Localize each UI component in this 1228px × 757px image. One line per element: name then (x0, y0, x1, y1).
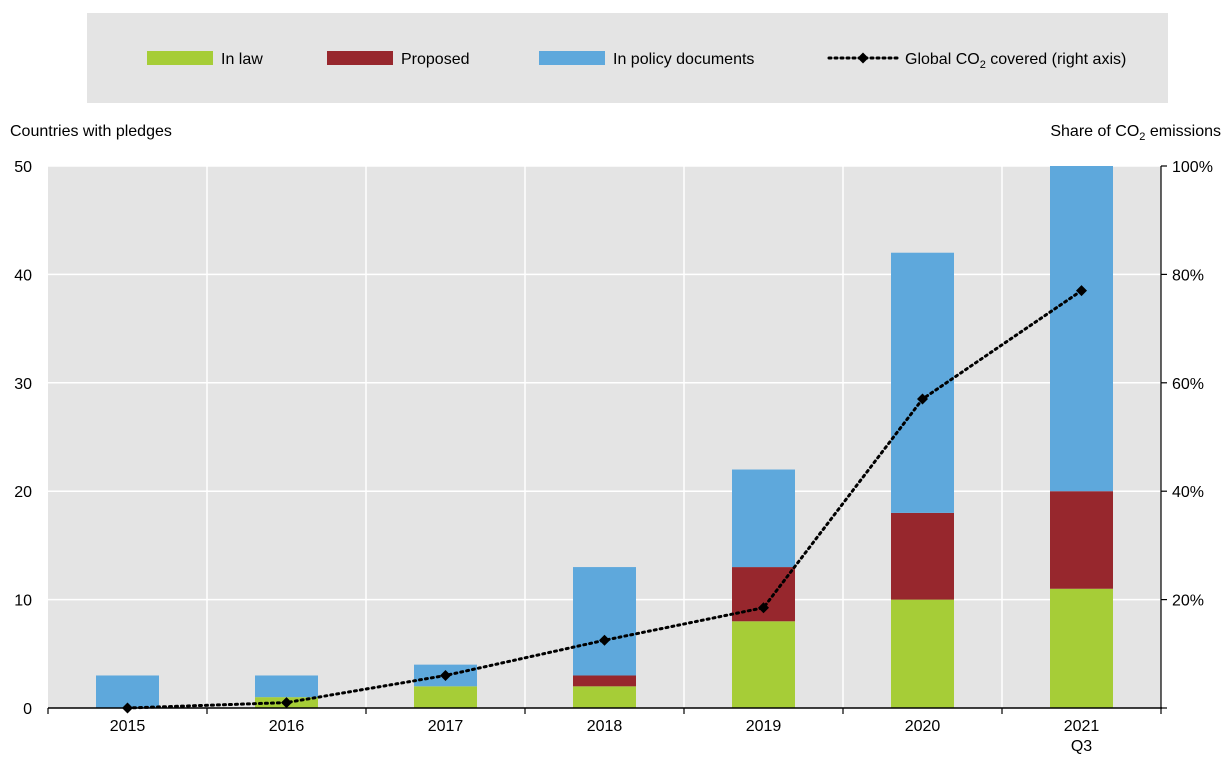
legend-swatch-in-law (147, 51, 213, 65)
legend-swatch-in-policy-documents (539, 51, 605, 65)
co2-point (440, 669, 451, 681)
bar-proposed (1050, 491, 1113, 589)
bar-in-law (1050, 588, 1113, 708)
x-tick-label: 2016 (269, 718, 305, 735)
right-tick-label: 100% (1172, 159, 1213, 176)
bar-in-policy-documents (1050, 166, 1113, 492)
left-tick-label: 0 (23, 701, 32, 718)
co2-point (281, 697, 292, 709)
right-axis-title: Share of CO2 emissions (1050, 123, 1221, 143)
axes (47, 165, 1167, 714)
co2-point (917, 393, 928, 405)
legend-label: In policy documents (613, 51, 754, 68)
legend-line-marker (857, 52, 869, 64)
right-tick-label: 20% (1172, 593, 1204, 610)
bar-proposed (573, 675, 636, 687)
legend-box (87, 13, 1168, 103)
left-tick-label: 40 (14, 267, 32, 284)
left-tick-label: 30 (14, 376, 32, 393)
bars (96, 166, 1113, 708)
legend: In law Proposed In policy documents Global … (87, 13, 1168, 103)
x-tick-label: 2019 (746, 718, 782, 735)
bar-in-policy-documents (255, 675, 318, 698)
gridlines (48, 165, 1161, 708)
left-tick-label: 10 (14, 593, 32, 610)
co2-point (122, 702, 133, 714)
bar-in-policy-documents (891, 252, 954, 513)
co2-point (1076, 285, 1087, 297)
bar-in-law (732, 621, 795, 708)
x-tick-label: 2020 (905, 718, 941, 735)
legend-label: Global CO2 covered (right axis) (905, 51, 1126, 71)
right-tick-label: 60% (1172, 376, 1204, 393)
left-axis-title: Countries with pledges (10, 123, 172, 140)
co2-point (599, 634, 610, 646)
bar-in-law (891, 599, 954, 708)
x-tick-label: 2017 (428, 718, 464, 735)
x-tick-label: 2015 (110, 718, 146, 735)
right-tick-label: 80% (1172, 267, 1204, 284)
bar-proposed (891, 512, 954, 600)
legend-label: Proposed (401, 51, 470, 68)
legend-swatch-proposed (327, 51, 393, 65)
axis-labels: 0 10 20 30 40 50 20% 40% 60% 80% 100% 2015 2016 2017 2… (10, 123, 1221, 755)
right-tick-label: 40% (1172, 484, 1204, 501)
legend-label: In law (221, 51, 263, 68)
bar-in-policy-documents (573, 567, 636, 676)
bar-in-law (414, 686, 477, 708)
co2-line (122, 285, 1087, 714)
left-tick-label: 20 (14, 484, 32, 501)
bar-in-law (573, 686, 636, 708)
bar-in-policy-documents (732, 469, 795, 568)
x-tick-label: 2021 (1064, 718, 1100, 735)
left-tick-label: 50 (14, 159, 32, 176)
x-tick-label: 2018 (587, 718, 623, 735)
x-tick-label: Q3 (1071, 738, 1092, 755)
co2-point (758, 602, 769, 614)
